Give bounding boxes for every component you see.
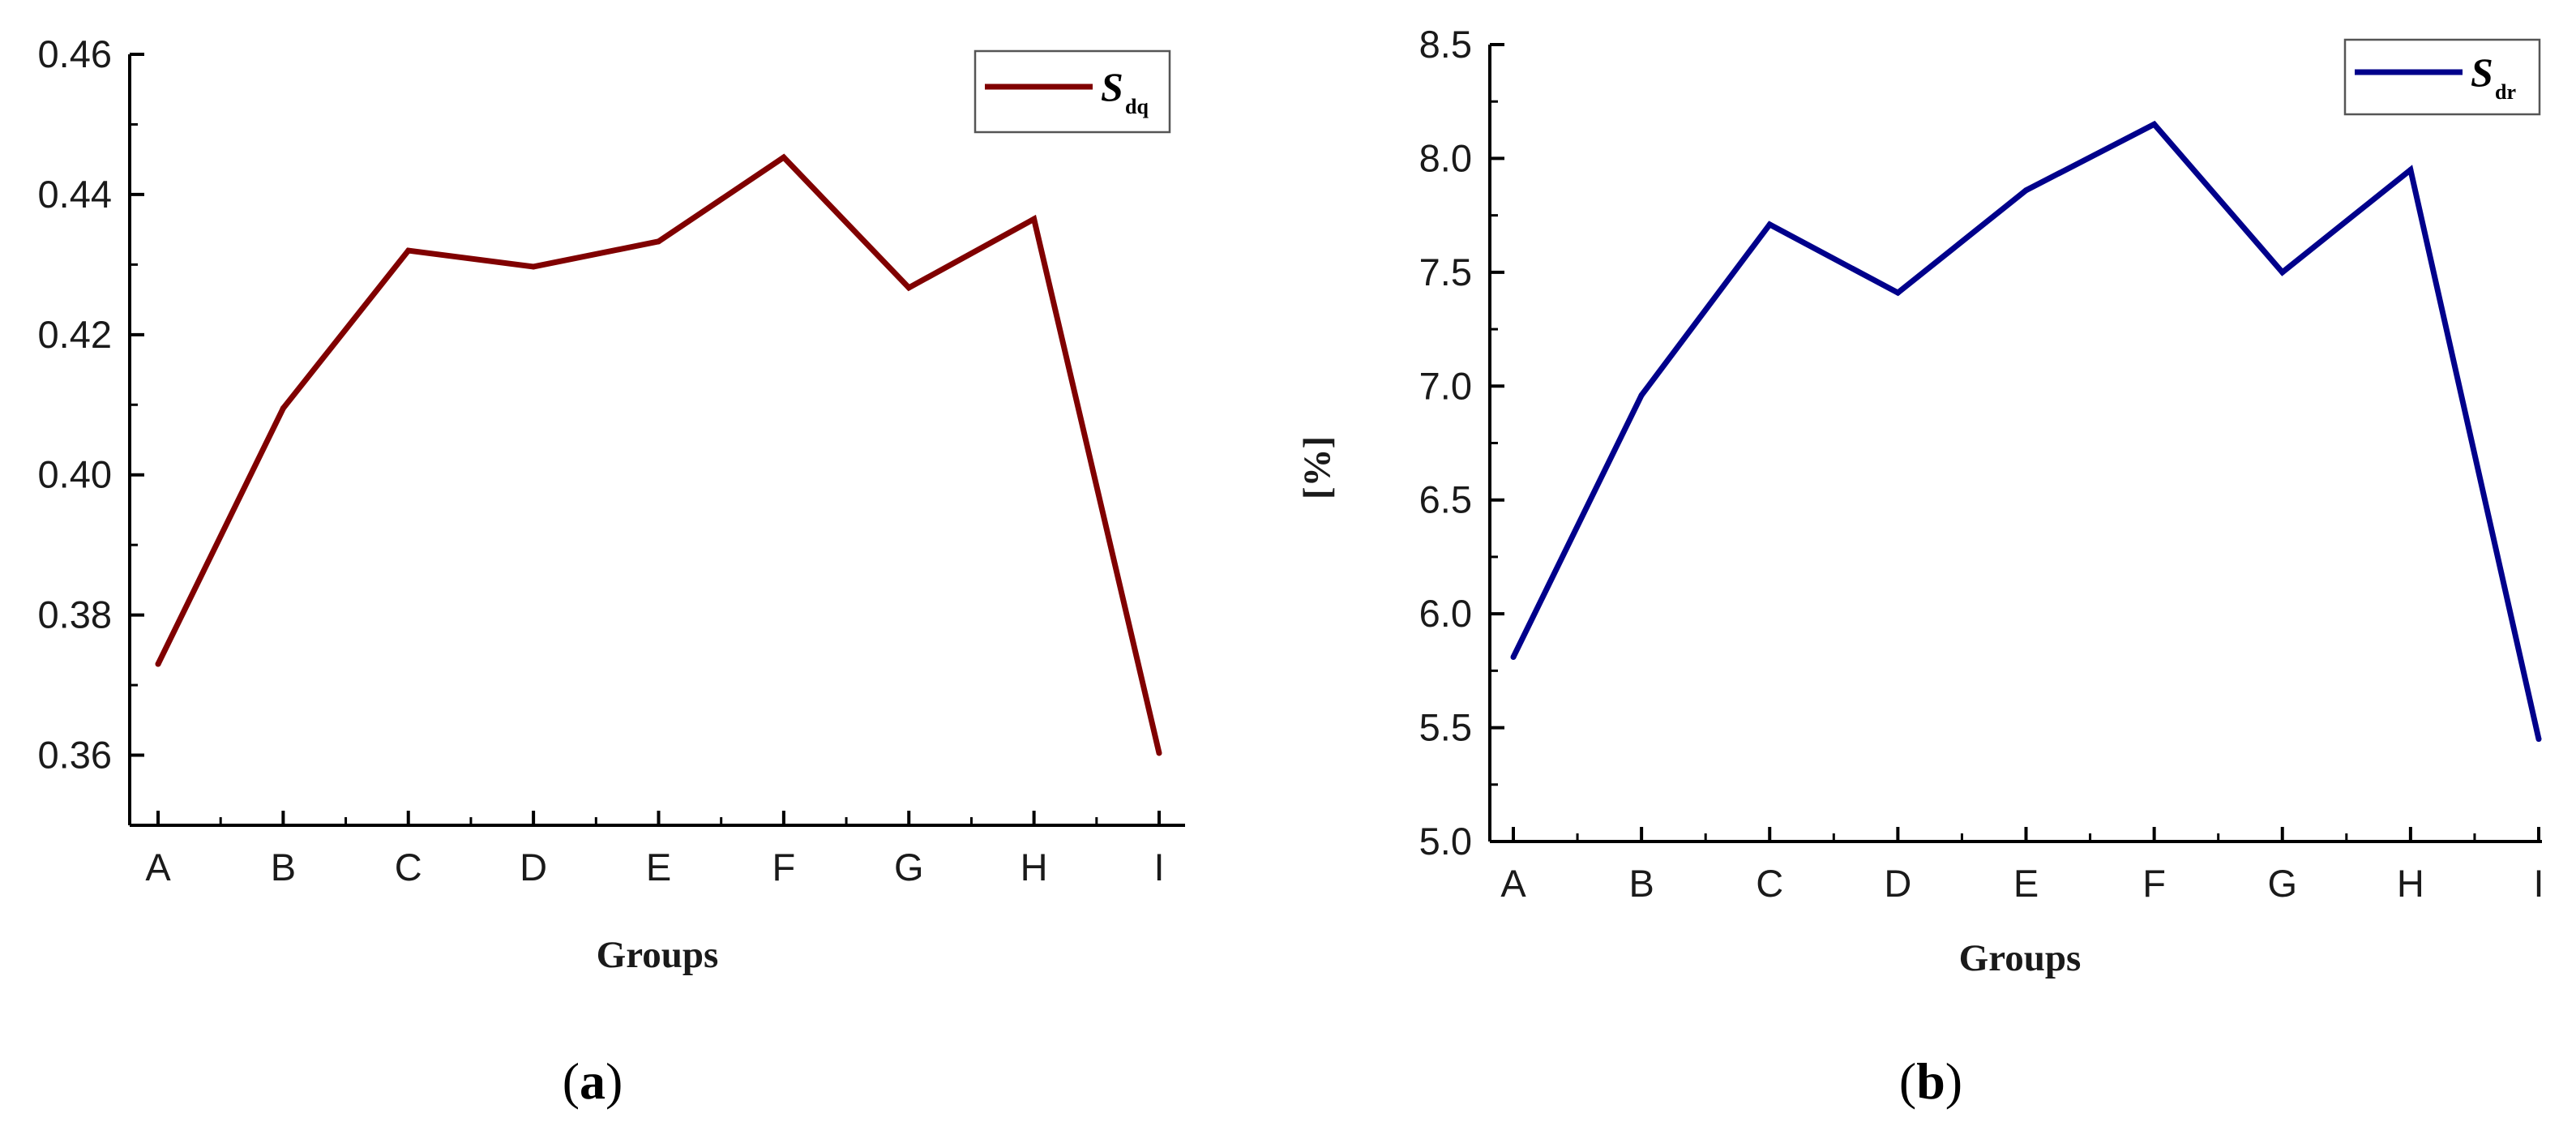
legend-box	[2343, 38, 2541, 116]
legend-label-subscript: dr	[2495, 80, 2516, 104]
data-point	[2023, 187, 2029, 194]
x-tick-label: I	[1153, 846, 1164, 889]
x-tick-label: G	[894, 846, 924, 889]
y-tick-label: 0.40	[38, 453, 112, 496]
y-tick-label: 8.5	[1419, 23, 1472, 66]
x-tick-label: A	[145, 846, 171, 889]
chart-panel-b: 5.0 5.5 6.0 6.5 7.0 7.5 8.0 8.5 A B C D E F G H I Groups […	[1296, 23, 2544, 1110]
x-tick-label: F	[772, 846, 796, 889]
y-tick-label: 0.38	[38, 593, 112, 636]
chart-panel-a: 0.36 0.38 0.40 0.42 0.44 0.46 A B C D E F G H I Groups S…	[38, 32, 1185, 1110]
x-tick-label: B	[271, 846, 296, 889]
data-point	[2535, 736, 2542, 743]
y-tick-label: 0.44	[38, 173, 112, 216]
panel-label-letter: a	[580, 1052, 605, 1110]
data-point	[2151, 121, 2158, 127]
x-tick-label: B	[1628, 862, 1654, 905]
data-point	[1894, 289, 1901, 296]
data-point	[405, 247, 412, 254]
panel-label: (a)	[563, 1052, 623, 1110]
y-tick-label: 0.46	[38, 32, 112, 75]
x-tick-label: C	[1756, 862, 1783, 905]
x-axis-title: Groups	[597, 934, 719, 976]
y-axis-title: [%]	[1296, 436, 1338, 499]
series-line-dr	[1510, 120, 2542, 740]
x-tick-label: G	[2267, 862, 2297, 905]
y-tick-label: 5.5	[1419, 706, 1472, 749]
legend-label-subscript: dq	[1125, 95, 1149, 118]
data-point	[2279, 269, 2286, 276]
data-point	[155, 661, 161, 667]
panel-label: (b)	[1899, 1052, 1962, 1110]
x-tick-label: H	[2397, 862, 2424, 905]
x-tick-label: D	[1884, 862, 1911, 905]
data-point	[656, 238, 661, 245]
x-tick-label: D	[520, 846, 547, 889]
y-tick-label: 8.0	[1419, 136, 1472, 179]
y-tick-label: 5.0	[1419, 820, 1472, 863]
y-tick-label: 6.0	[1419, 592, 1472, 635]
data-point	[280, 405, 286, 412]
x-tick-label: E	[646, 846, 671, 889]
y-tick-label: 7.5	[1419, 251, 1472, 293]
series-line-dq	[155, 153, 1162, 754]
x-tick-label: H	[1021, 846, 1048, 889]
data-point	[1031, 216, 1038, 222]
x-axis-title: Groups	[1959, 937, 2082, 979]
x-tick-label: F	[2142, 862, 2166, 905]
x-tick-label: E	[2013, 862, 2039, 905]
data-point	[905, 285, 912, 291]
data-point	[781, 154, 787, 161]
y-tick-label: 6.5	[1419, 478, 1472, 521]
data-point	[1156, 750, 1162, 756]
data-point	[1510, 654, 1517, 661]
legend-box	[973, 49, 1171, 134]
legend-label: S	[1101, 64, 1123, 109]
legend-label: S	[2471, 49, 2493, 95]
x-tick-label: C	[395, 846, 422, 889]
x-tick-label: I	[2533, 862, 2544, 905]
data-point	[2407, 166, 2414, 173]
x-tick-label: A	[1500, 862, 1526, 905]
data-point	[530, 263, 537, 270]
y-tick-label: 7.0	[1419, 364, 1472, 407]
data-point	[1766, 221, 1773, 228]
data-point	[1638, 392, 1645, 399]
y-tick-label: 0.36	[38, 734, 112, 777]
y-tick-label: 0.42	[38, 313, 112, 356]
panel-label-letter: b	[1916, 1052, 1945, 1110]
